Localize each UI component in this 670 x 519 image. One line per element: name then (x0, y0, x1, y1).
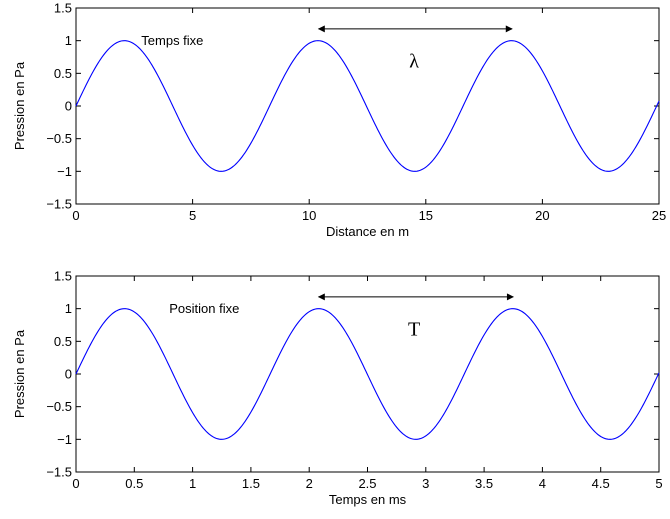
bottom-x-tick-label: 4.5 (592, 476, 610, 491)
top-lambda-symbol: λ (409, 50, 419, 72)
top-y-tick-label: −0.5 (46, 131, 72, 146)
bottom-y-axis-label: Pression en Pa (12, 329, 27, 418)
bottom-x-tick-label: 2.5 (358, 476, 376, 491)
bottom-y-tick-label: −0.5 (46, 399, 72, 414)
top-x-tick-label: 5 (189, 208, 196, 223)
bottom-y-tick-label: −1.5 (46, 465, 72, 480)
bottom-chart: 0 0.5 1 1.5 2 2.5 3 3.5 4 4.5 5 −1.5 −1 −0.5 0 0.5 1 1.5… (12, 269, 663, 508)
top-annotation-label: Temps fixe (141, 33, 203, 48)
bottom-x-tick-label: 0.5 (125, 476, 143, 491)
top-y-ticks: −1.5 −1 −0.5 0 0.5 1 1.5 (46, 1, 659, 212)
top-x-axis-label: Distance en m (326, 224, 409, 239)
top-x-tick-label: 20 (535, 208, 549, 223)
top-y-tick-label: 1 (65, 33, 72, 48)
bottom-x-tick-label: 0 (72, 476, 79, 491)
bottom-x-tick-label: 1.5 (242, 476, 260, 491)
bottom-y-tick-label: −1 (57, 432, 72, 447)
bottom-x-tick-label: 5 (655, 476, 662, 491)
top-x-tick-label: 10 (302, 208, 316, 223)
bottom-x-axis-label: Temps en ms (329, 492, 407, 507)
top-y-tick-label: 0 (65, 99, 72, 114)
top-y-tick-label: 0.5 (54, 66, 72, 81)
top-y-axis-label: Pression en Pa (12, 61, 27, 150)
top-series-line (75, 40, 660, 172)
bottom-x-tick-label: 1 (189, 476, 196, 491)
bottom-y-tick-label: 1.5 (54, 269, 72, 284)
bottom-y-tick-label: 1 (65, 301, 72, 316)
bottom-x-ticks: 0 0.5 1 1.5 2 2.5 3 3.5 4 4.5 5 (72, 276, 663, 491)
top-x-ticks: 0 5 10 15 20 25 (72, 8, 666, 223)
bottom-x-tick-label: 3.5 (475, 476, 493, 491)
bottom-x-tick-label: 4 (539, 476, 546, 491)
bottom-y-tick-label: 0.5 (54, 334, 72, 349)
top-y-tick-label: 1.5 (54, 1, 72, 16)
bottom-x-tick-label: 2 (306, 476, 313, 491)
bottom-annotation-label: Position fixe (169, 301, 239, 316)
top-x-tick-label: 25 (652, 208, 666, 223)
bottom-y-ticks: −1.5 −1 −0.5 0 0.5 1 1.5 (46, 269, 659, 480)
top-y-tick-label: −1.5 (46, 197, 72, 212)
bottom-y-tick-label: 0 (65, 367, 72, 382)
top-y-tick-label: −1 (57, 164, 72, 179)
bottom-period-symbol: T (408, 318, 420, 340)
bottom-x-tick-label: 3 (422, 476, 429, 491)
top-x-tick-label: 0 (72, 208, 79, 223)
bottom-series-line (75, 308, 660, 440)
top-x-tick-label: 15 (419, 208, 433, 223)
top-chart: 0 5 10 15 20 25 −1.5 −1 −0.5 0 0.5 1 1.5 Temps fixe… (12, 1, 666, 240)
